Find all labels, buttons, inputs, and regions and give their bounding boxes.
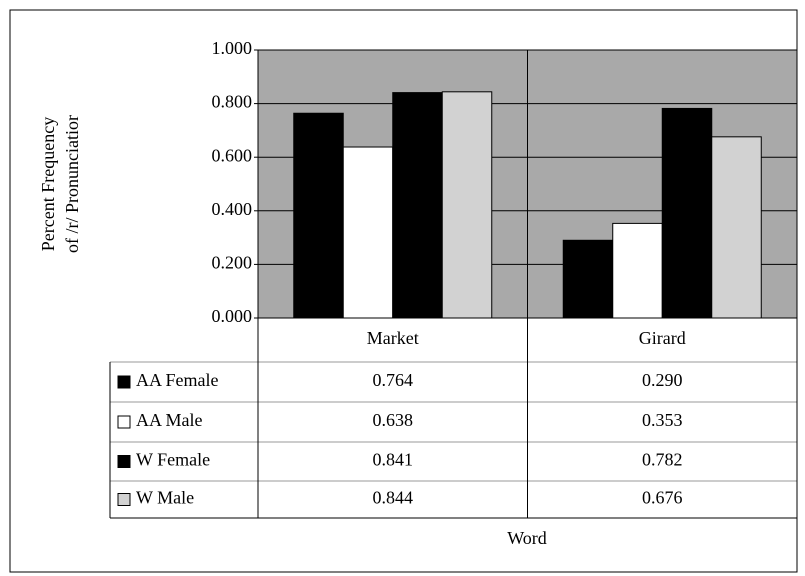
x-tick-label: Market: [367, 328, 419, 348]
legend-label: AA Male: [136, 410, 203, 430]
y-tick-label: 1.000: [212, 38, 253, 58]
y-tick-label: 0.800: [212, 92, 253, 112]
legend-swatch: [117, 375, 131, 389]
y-axis-label: Percent Frequency: [38, 117, 58, 251]
bar: [562, 239, 614, 319]
data-label: 0.676: [642, 488, 683, 508]
data-label: 0.844: [373, 488, 414, 508]
bar: [612, 222, 663, 319]
data-label: 0.290: [642, 370, 683, 390]
data-label: 0.782: [642, 450, 683, 470]
legend-swatch: [117, 455, 131, 468]
legend-label: W Female: [136, 450, 210, 470]
data-label: 0.638: [373, 410, 414, 430]
y-tick-label: 0.400: [212, 199, 253, 219]
legend-swatch: [117, 493, 131, 506]
legend-label: AA Female: [136, 370, 219, 390]
legend-swatch: [117, 415, 131, 429]
bar: [441, 91, 493, 319]
data-label: 0.764: [373, 370, 414, 390]
bar: [711, 136, 762, 319]
x-axis-label: Word: [507, 528, 547, 548]
legend-label: W Male: [136, 488, 194, 508]
y-tick-label: 0.600: [212, 145, 253, 165]
bar: [392, 92, 443, 319]
bar: [661, 107, 713, 319]
y-tick-label: 0.000: [212, 306, 253, 326]
y-tick-label: 0.200: [212, 253, 253, 273]
data-label: 0.841: [373, 450, 414, 470]
y-axis-label: of /r/ Pronunciatior: [62, 115, 82, 253]
bar: [342, 146, 394, 319]
data-label: 0.353: [642, 410, 683, 430]
x-tick-label: Girard: [639, 328, 686, 348]
bar: [293, 112, 344, 319]
